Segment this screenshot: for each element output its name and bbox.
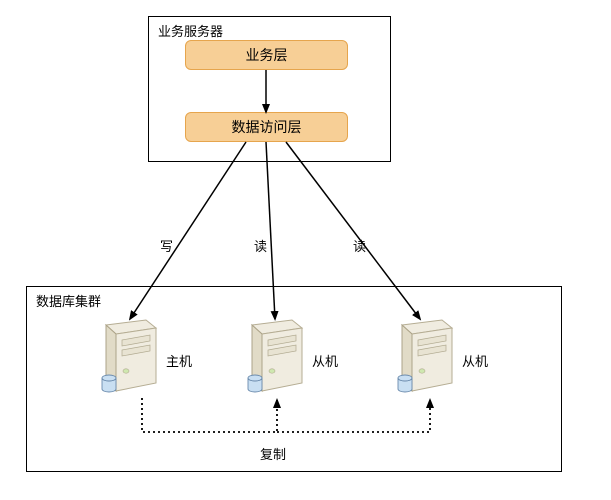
node-business-layer: 业务层 [185,40,348,70]
label-server-primary: 主机 [166,351,192,370]
container-db-cluster [26,286,562,472]
node-data-access-layer: 数据访问层 [185,112,348,142]
edge-label-write: 写 [160,236,173,255]
label-server-replica1: 从机 [312,351,338,370]
edge-label-replication: 复制 [260,444,286,463]
title-app-server: 业务服务器 [158,21,223,40]
edge-label-read2: 读 [353,236,366,255]
edge-label-read1: 读 [254,236,267,255]
label-data-access-layer: 数据访问层 [232,117,302,137]
label-server-replica2: 从机 [462,351,488,370]
title-db-cluster: 数据库集群 [36,291,101,310]
label-business-layer: 业务层 [246,45,288,65]
